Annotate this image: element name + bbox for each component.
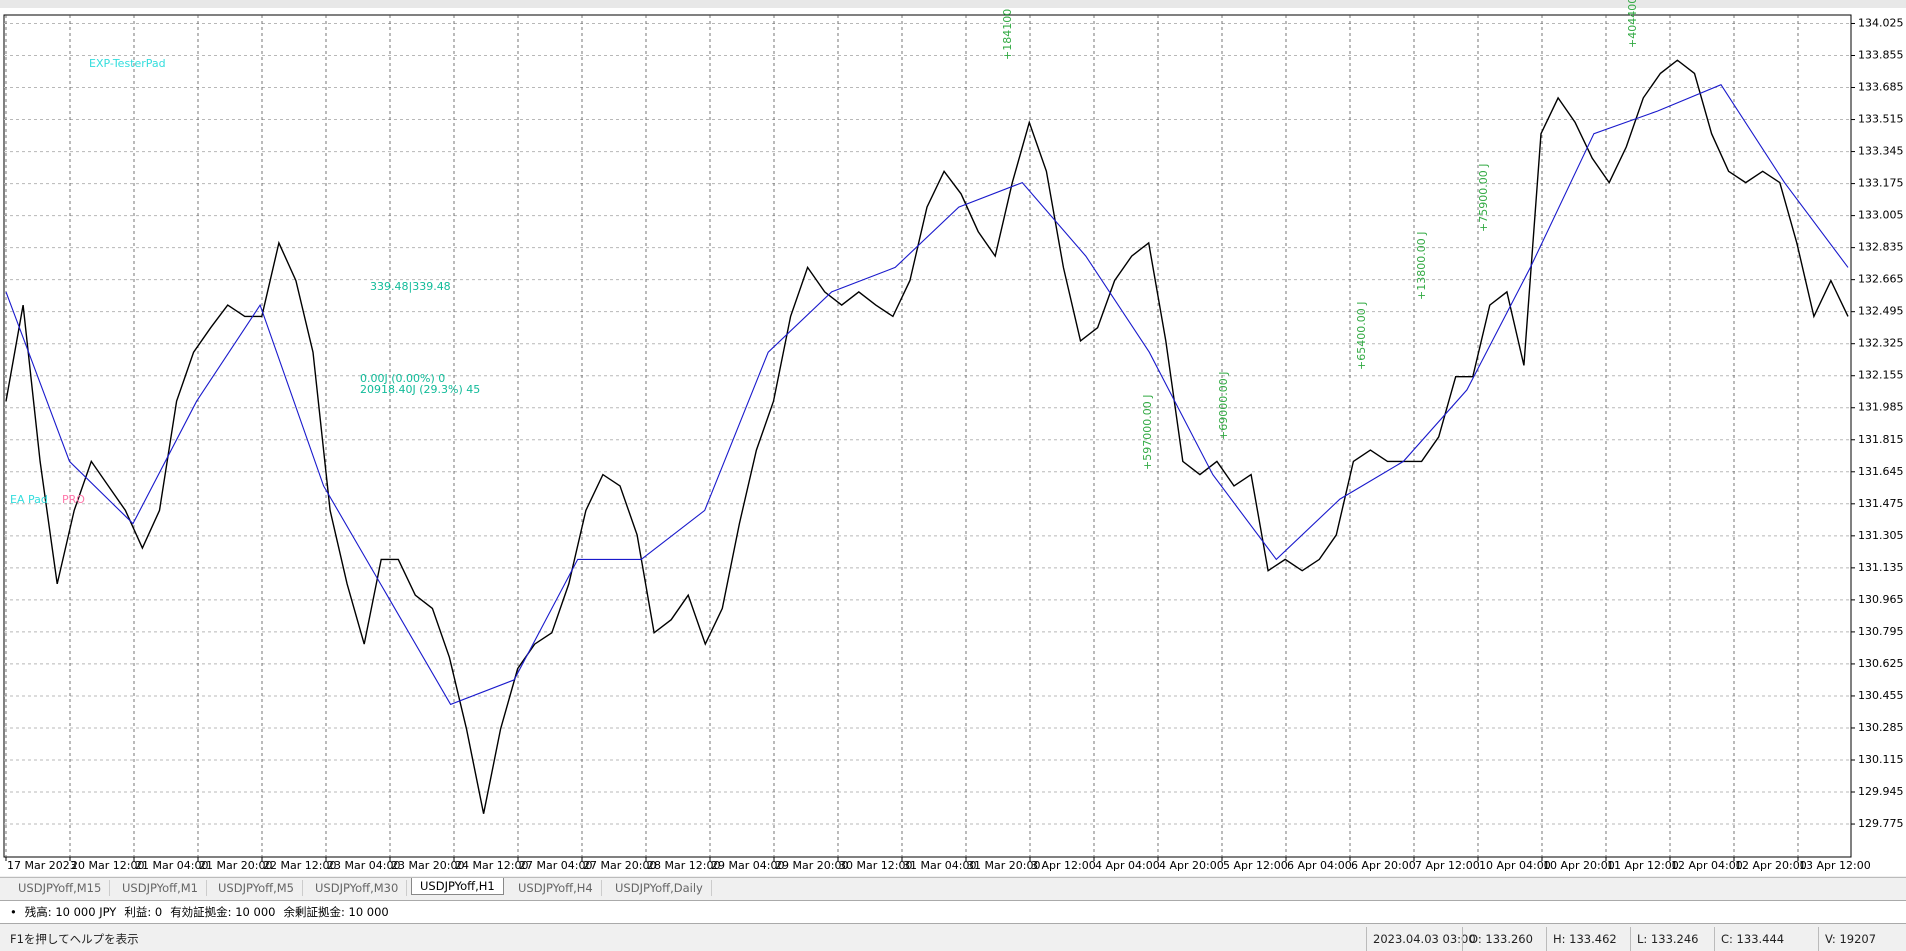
x-tick-label: 21 Mar 20:00 [199,859,272,872]
x-tick-label: 4 Apr 20:00 [1159,859,1224,872]
y-tick-label: 130.795 [1858,625,1904,638]
account-item: 余剰証拠金: 10 000 [283,905,389,919]
y-tick-label: 134.025 [1858,16,1904,29]
y-tick-label: 131.985 [1858,401,1904,414]
chart-tab[interactable]: USDJPYoff,Daily [607,880,712,896]
x-tick-label: 29 Mar 04:00 [711,859,784,872]
x-tick-label: 23 Mar 04:00 [327,859,400,872]
status-low: L: 133.246 [1630,927,1699,951]
account-item: 有効証拠金: 10 000 [170,905,276,919]
x-tick-label: 10 Apr 20:00 [1543,859,1615,872]
y-tick-label: 131.475 [1858,497,1904,510]
chart: 134.025 133.855 133.685 133.515 133.345 133.1… [0,0,1906,876]
y-tick-label: 130.115 [1858,753,1904,766]
x-tick-label: 27 Mar 04:00 [519,859,592,872]
x-tick-label: 6 Apr 20:00 [1351,859,1416,872]
chart-tab[interactable]: USDJPYoff,M1 [114,880,207,896]
y-tick-label: 130.625 [1858,657,1904,670]
account-item: 利益: 0 [124,905,163,919]
y-tick-label: 131.135 [1858,561,1904,574]
chart-tab[interactable]: USDJPYoff,M5 [210,880,303,896]
x-tick-label: 7 Apr 12:00 [1415,859,1480,872]
status-bar: F1を押してヘルプを表示 2023.04.03 03:00 O: 133.260 H:… [0,927,1906,951]
y-tick-label: 131.305 [1858,529,1904,542]
y-tick-label: 133.005 [1858,209,1904,222]
status-close: C: 133.444 [1714,927,1784,951]
x-tick-label: 11 Apr 12:00 [1607,859,1679,872]
x-tick-label: 31 Mar 20:00 [967,859,1040,872]
y-tick-label: 132.665 [1858,273,1904,286]
chart-tab[interactable]: USDJPYoff,H4 [510,880,602,896]
trade-annotation: +13800.00 J [1415,232,1428,300]
x-tick-label: 30 Mar 12:00 [839,859,912,872]
y-tick-label: 133.855 [1858,48,1904,61]
status-open: O: 133.260 [1462,927,1533,951]
chart-tab[interactable]: USDJPYoff,M15 [10,880,111,896]
y-tick-label: 133.685 [1858,81,1904,94]
overlay-text: EXP-TesterPad [89,57,166,70]
x-tick-label: 24 Mar 12:00 [455,859,528,872]
overlay-text: 20918.40J (29.3%) 45 [360,383,480,396]
trade-annotation: +69000.00 J [1217,372,1230,440]
x-tick-label: 21 Mar 04:00 [135,859,208,872]
overlay-text: 339.48|339.48 [370,280,451,293]
x-tick-label: 13 Apr 12:00 [1799,859,1871,872]
status-time: 2023.04.03 03:00 [1366,927,1476,951]
x-tick-label: 12 Apr 20:00 [1735,859,1807,872]
trade-annotation: +404400 [1626,0,1639,48]
y-tick-label: 133.345 [1858,145,1904,158]
trade-annotation: +184100 [1001,9,1014,60]
bullet: • [10,905,17,919]
toolbar-strip [0,0,1906,8]
account-item: 残高: 10 000 JPY [24,905,117,919]
y-tick-label: 131.815 [1858,433,1904,446]
y-tick-label: 132.835 [1858,241,1904,254]
x-tick-label: 4 Apr 04:00 [1095,859,1160,872]
x-tick-label: 31 Mar 04:00 [903,859,976,872]
x-tick-label: 6 Apr 04:00 [1287,859,1352,872]
trade-annotation: +65400.00 J [1355,302,1368,370]
x-tick-label: 12 Apr 04:00 [1671,859,1743,872]
x-tick-label: 29 Mar 20:00 [775,859,848,872]
chart-tab[interactable]: USDJPYoff,H1 [411,878,504,895]
y-tick-label: 130.455 [1858,689,1904,702]
trade-annotation: +75900.00 J [1477,164,1490,232]
y-tick-label: 129.775 [1858,817,1904,830]
overlay-text: 0.00J (0.00%) 0 [360,372,445,385]
x-tick-label: 22 Mar 12:00 [263,859,336,872]
y-tick-label: 130.285 [1858,721,1904,734]
trade-annotation: +597000.00 J [1141,395,1154,470]
x-tick-label: 23 Mar 20:00 [391,859,464,872]
plot-frame [3,14,1852,858]
chart-tab[interactable]: USDJPYoff,M30 [307,880,408,896]
moving-average-line [5,84,1849,706]
x-tick-label: 27 Mar 20:00 [583,859,656,872]
y-tick-label: 132.155 [1858,369,1904,382]
x-tick-label: 20 Mar 12:00 [71,859,144,872]
status-help: F1を押してヘルプを表示 [10,932,139,946]
x-tick-label: 3 Apr 12:00 [1031,859,1096,872]
chart-tabs: USDJPYoff,M15 USDJPYoff,M1 USDJPYoff,M5 USD… [0,877,1906,898]
y-tick-label: 133.515 [1858,113,1904,126]
y-tick-label: 132.495 [1858,305,1904,318]
account-bar: • 残高: 10 000 JPY 利益: 0 有効証拠金: 10 000 余剰証拠金: … [0,900,1906,924]
status-volume: V: 19207 [1818,927,1876,951]
overlay-text: PRO [62,493,85,506]
y-tick-label: 129.945 [1858,785,1904,798]
status-high: H: 133.462 [1546,927,1617,951]
y-tick-label: 131.645 [1858,465,1904,478]
x-tick-label: 28 Mar 12:00 [647,859,720,872]
y-tick-label: 133.175 [1858,177,1904,190]
x-tick-label: 5 Apr 12:00 [1223,859,1288,872]
x-tick-label: 10 Apr 04:00 [1479,859,1551,872]
x-tick-label: 17 Mar 2023 [7,859,77,872]
price-line [5,59,1849,814]
chart-background [0,0,1906,876]
y-tick-label: 132.325 [1858,337,1904,350]
overlay-text: EA Pad [10,493,48,506]
y-tick-label: 130.965 [1858,593,1904,606]
